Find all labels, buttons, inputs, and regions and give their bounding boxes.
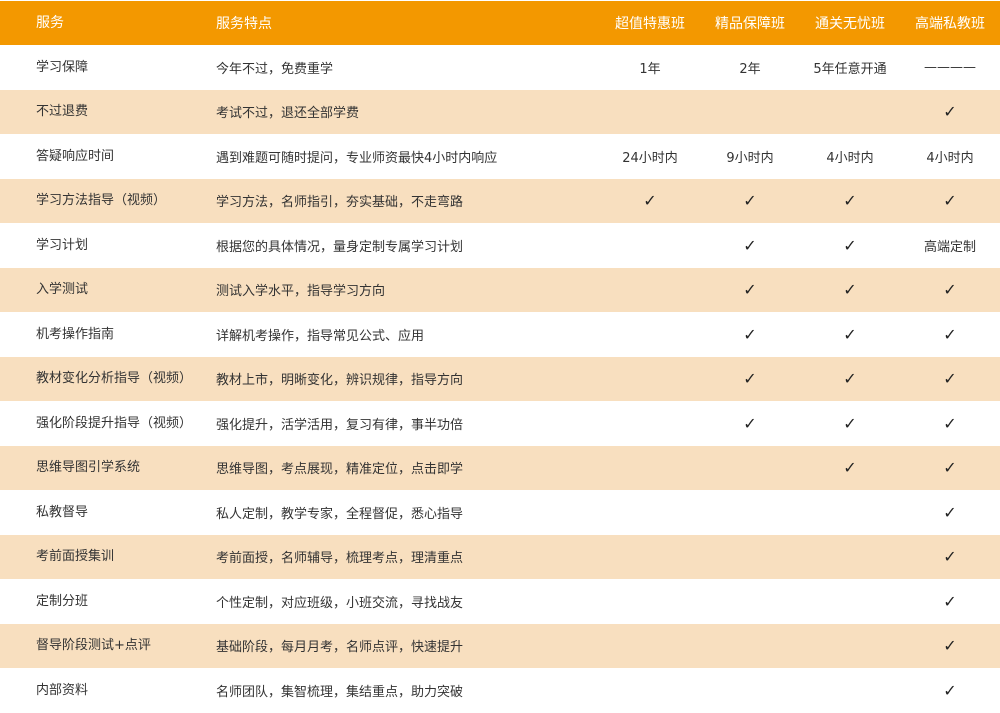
check-icon: ✓ <box>943 191 957 211</box>
table-row: 内部资料 名师团队，集智梳理，集结重点，助力突破 ✓ <box>0 668 1000 713</box>
plan-cell: 24小时内 <box>622 150 678 166</box>
service-name: 考前面授集训 <box>36 549 115 565</box>
service-name: 学习方法指导（视频） <box>36 193 167 209</box>
header-service: 服务 <box>36 14 64 31</box>
service-feature: 私人定制，教学专家，全程督促，悉心指导 <box>216 506 464 522</box>
check-icon: ✓ <box>843 458 857 478</box>
service-name: 内部资料 <box>36 682 89 698</box>
service-name: 定制分班 <box>36 593 89 609</box>
service-feature: 考前面授，名师辅导，梳理考点，理清重点 <box>216 551 464 567</box>
table-row: 私教督导 私人定制，教学专家，全程督促，悉心指导 ✓ <box>0 490 1000 535</box>
service-name: 不过退费 <box>36 104 89 120</box>
plan-cell: 9小时内 <box>726 150 774 166</box>
check-icon: ✓ <box>743 324 757 344</box>
check-icon: ✓ <box>943 502 957 522</box>
table-row: 考前面授集训 考前面授，名师辅导，梳理考点，理清重点 ✓ <box>0 534 1000 579</box>
check-icon: ✓ <box>943 413 957 433</box>
check-icon: ✓ <box>743 235 757 255</box>
service-name: 强化阶段提升指导（视频） <box>36 415 193 431</box>
check-icon: ✓ <box>843 324 857 344</box>
plan-cell: 4小时内 <box>926 150 974 166</box>
service-name: 学习计划 <box>36 237 89 253</box>
check-icon: ✓ <box>743 191 757 211</box>
service-feature: 测试入学水平，指导学习方向 <box>216 284 386 300</box>
service-name: 思维导图引学系统 <box>36 460 141 476</box>
check-icon: ✓ <box>743 369 757 389</box>
check-icon: ✓ <box>943 458 957 478</box>
check-icon: ✓ <box>943 591 957 611</box>
table-row: 不过退费 考试不过，退还全部学费 ✓ <box>0 89 1000 134</box>
table-row: 机考操作指南 详解机考操作，指导常见公式、应用 ✓ ✓ ✓ <box>0 312 1000 357</box>
table-row: 学习保障 今年不过，免费重学 1年 2年 5年任意开通 ———— <box>0 45 1000 90</box>
check-icon: ✓ <box>943 280 957 300</box>
plan-cell: 1年 <box>639 61 661 77</box>
check-icon: ✓ <box>943 102 957 122</box>
check-icon: ✓ <box>943 547 957 567</box>
service-feature: 基础阶段，每月月考，名师点评，快速提升 <box>216 640 464 656</box>
check-icon: ✓ <box>843 369 857 389</box>
service-name: 督导阶段测试+点评 <box>36 638 151 654</box>
plan-cell: 5年任意开通 <box>813 61 887 77</box>
table-row: 学习计划 根据您的具体情况，量身定制专属学习计划 ✓ ✓ 高端定制 <box>0 223 1000 268</box>
service-feature: 教材上市，明晰变化，辨识规律，指导方向 <box>216 373 464 389</box>
service-feature: 遇到难题可随时提问，专业师资最快4小时内响应 <box>216 150 498 166</box>
check-icon: ✓ <box>943 369 957 389</box>
table-header: 服务 服务特点 超值特惠班 精品保障班 通关无忧班 高端私教班 <box>0 1 1000 45</box>
service-name: 机考操作指南 <box>36 326 115 342</box>
table-row: 教材变化分析指导（视频） 教材上市，明晰变化，辨识规律，指导方向 ✓ ✓ ✓ <box>0 356 1000 401</box>
service-feature: 名师团队，集智梳理，集结重点，助力突破 <box>216 684 464 700</box>
check-icon: ✓ <box>843 280 857 300</box>
table-row: 定制分班 个性定制，对应班级，小班交流，寻找战友 ✓ <box>0 579 1000 624</box>
service-name: 教材变化分析指导（视频） <box>36 371 193 387</box>
check-icon: ✓ <box>843 413 857 433</box>
service-feature: 详解机考操作，指导常见公式、应用 <box>216 328 425 344</box>
check-icon: ✓ <box>743 280 757 300</box>
plan-cell: 2年 <box>739 61 761 77</box>
header-plan: 精品保障班 <box>715 16 785 32</box>
service-name: 答疑响应时间 <box>36 148 115 164</box>
service-feature: 今年不过，免费重学 <box>216 61 334 77</box>
check-icon: ✓ <box>743 413 757 433</box>
plan-cell: 高端定制 <box>923 239 976 255</box>
header-features: 服务特点 <box>216 16 272 32</box>
plan-cell: 4小时内 <box>826 150 874 166</box>
check-icon: ✓ <box>843 235 857 255</box>
table-row: 督导阶段测试+点评 基础阶段，每月月考，名师点评，快速提升 ✓ <box>0 623 1000 668</box>
check-icon: ✓ <box>943 324 957 344</box>
check-icon: ✓ <box>843 191 857 211</box>
service-name: 私教督导 <box>36 504 89 520</box>
table-row: 答疑响应时间 遇到难题可随时提问，专业师资最快4小时内响应 24小时内 9小时内 4小… <box>0 134 1000 179</box>
service-feature: 学习方法，名师指引，夯实基础，不走弯路 <box>216 195 464 211</box>
table-row: 强化阶段提升指导（视频） 强化提升，活学活用，复习有律，事半功倍 ✓ ✓ ✓ <box>0 401 1000 446</box>
service-feature: 个性定制，对应班级，小班交流，寻找战友 <box>216 595 464 611</box>
service-feature: 考试不过，退还全部学费 <box>216 106 360 122</box>
header-plan: 高端私教班 <box>915 16 985 32</box>
check-icon: ✓ <box>943 636 957 656</box>
service-name: 学习保障 <box>36 59 89 75</box>
table-row: 学习方法指导（视频） 学习方法，名师指引，夯实基础，不走弯路 ✓ ✓ ✓ ✓ <box>0 178 1000 223</box>
check-icon: ✓ <box>943 680 957 700</box>
header-plan: 通关无忧班 <box>815 16 885 32</box>
plan-cell: ———— <box>924 59 976 75</box>
table-row: 思维导图引学系统 思维导图，考点展现，精准定位，点击即学 ✓ ✓ <box>0 445 1000 490</box>
table-row: 入学测试 测试入学水平，指导学习方向 ✓ ✓ ✓ <box>0 267 1000 312</box>
service-name: 入学测试 <box>36 282 89 298</box>
check-icon: ✓ <box>643 191 657 211</box>
service-feature: 思维导图，考点展现，精准定位，点击即学 <box>216 462 464 478</box>
service-feature: 强化提升，活学活用，复习有律，事半功倍 <box>216 417 464 433</box>
service-feature: 根据您的具体情况，量身定制专属学习计划 <box>216 239 464 255</box>
header-plan: 超值特惠班 <box>615 16 685 32</box>
